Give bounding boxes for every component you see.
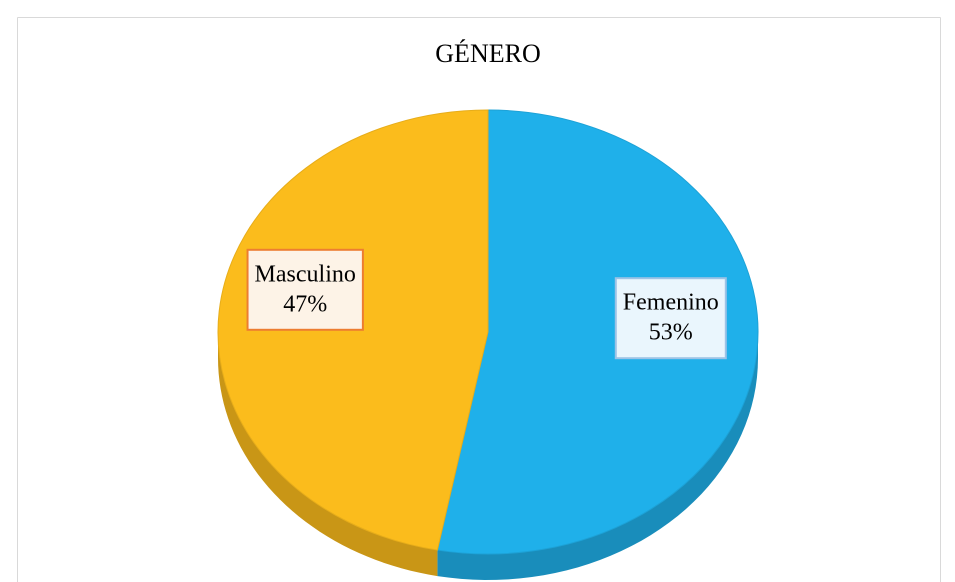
slice <box>436 109 759 555</box>
data-label-value: 47% <box>283 291 327 317</box>
data-label-box <box>614 277 727 360</box>
data-label-box <box>246 248 364 331</box>
pie <box>217 109 759 580</box>
data-label-name: Masculino <box>255 261 356 287</box>
slice-side <box>437 332 758 580</box>
data-label-name: Femenino <box>623 290 719 316</box>
data-label-value: 53% <box>649 320 693 346</box>
chart-title: GÉNERO <box>435 39 540 68</box>
